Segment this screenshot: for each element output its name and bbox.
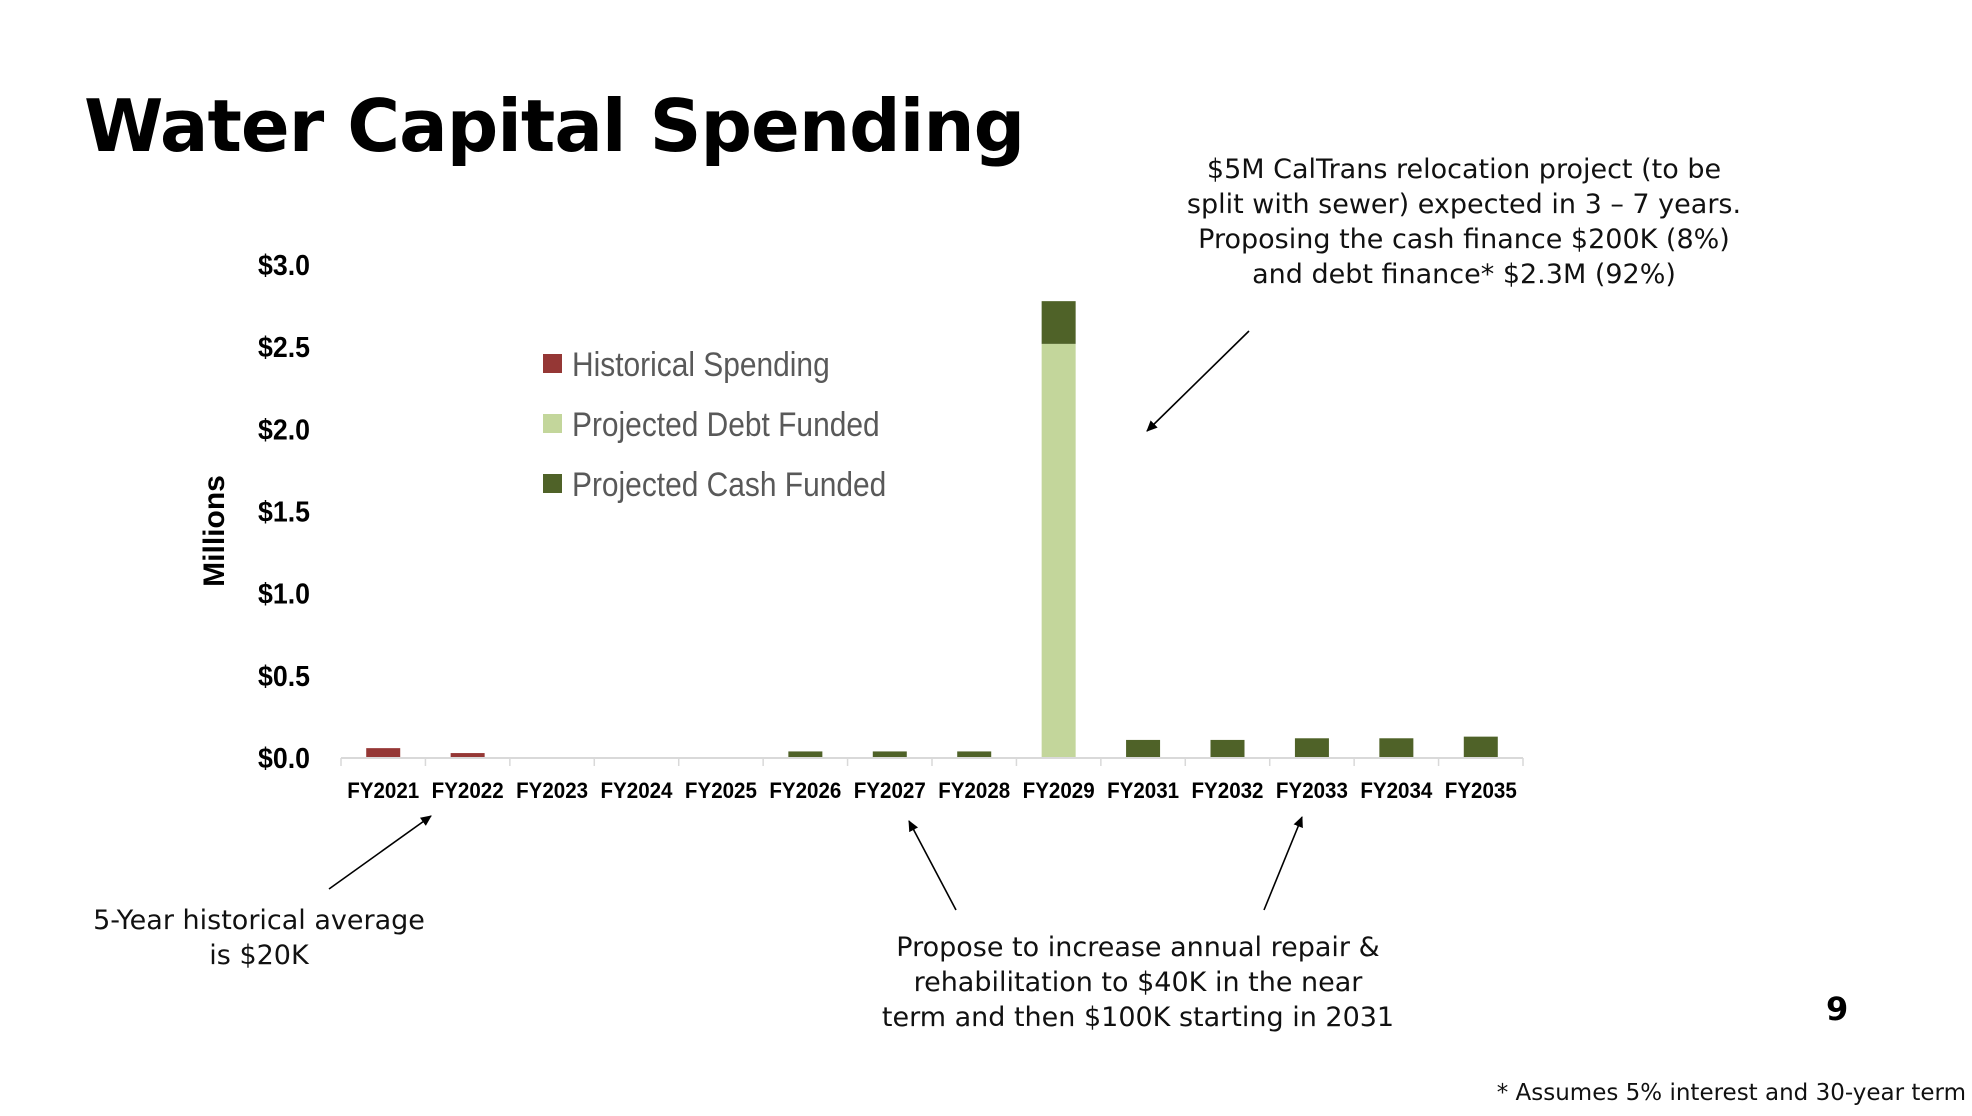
x-tick-label: FY2031 (1107, 778, 1179, 803)
x-tick-label: FY2027 (854, 778, 926, 803)
x-tick-label: FY2035 (1445, 778, 1517, 803)
page-title: Water Capital Spending (84, 84, 1025, 168)
bar-FY2021-0 (366, 748, 401, 758)
bar-FY2022-0 (450, 753, 485, 758)
page-number: 9 (1826, 990, 1849, 1028)
y-tick-label: $1.0 (258, 579, 310, 611)
bar-FY2032-2 (1210, 739, 1245, 758)
x-tick-label: FY2024 (601, 778, 674, 803)
legend-label: Projected Debt Funded (572, 405, 880, 443)
x-tick-label: FY2029 (1023, 778, 1095, 803)
y-axis-label: Millions (198, 475, 231, 587)
legend-label: Historical Spending (572, 345, 830, 383)
bar-FY2026-2 (788, 751, 823, 758)
annotation-repair: Propose to increase annual repair & reha… (838, 930, 1438, 1035)
x-tick-label: FY2026 (769, 778, 841, 803)
y-tick-label: $2.0 (258, 414, 310, 446)
legend-swatch (543, 354, 562, 373)
bar-FY2033-2 (1294, 738, 1329, 758)
y-tick-label: $0.0 (258, 743, 310, 775)
x-tick-label: FY2025 (685, 778, 757, 803)
x-tick-label: FY2034 (1360, 778, 1433, 803)
y-tick-label: $3.0 (258, 250, 310, 282)
x-tick-label: FY2033 (1276, 778, 1348, 803)
annotation-line: 5-Year historical average (93, 905, 425, 936)
x-tick-label: FY2023 (516, 778, 588, 803)
annotation-caltrans: $5M CalTrans relocation project (to be s… (1164, 152, 1764, 292)
legend-swatch (543, 474, 562, 493)
arrow-repair-fy2027 (908, 820, 957, 911)
annotation-line: term and then $100K starting in 2031 (881, 1002, 1395, 1033)
bar-FY2028-2 (957, 751, 992, 758)
annotation-line: is $20K (209, 940, 309, 971)
arrow-historical (328, 815, 432, 890)
annotation-historical: 5-Year historical average is $20K (59, 903, 459, 973)
x-tick-label: FY2032 (1192, 778, 1264, 803)
legend-label: Projected Cash Funded (572, 465, 886, 503)
arrow-caltrans (1146, 330, 1250, 432)
annotation-line: split with sewer) expected in 3 – 7 year… (1186, 189, 1742, 220)
annotation-line: and debt finance* $2.3M (92%) (1252, 259, 1676, 290)
x-tick-label: FY2022 (432, 778, 504, 803)
annotation-line: rehabilitation to $40K in the near (913, 967, 1363, 998)
annotation-line: $5M CalTrans relocation project (to be (1206, 154, 1722, 185)
legend-swatch (543, 414, 562, 433)
bar-FY2031-2 (1126, 739, 1161, 758)
bar-FY2027-2 (872, 751, 907, 758)
annotation-line: Proposing the cash finance $200K (8%) (1198, 224, 1730, 255)
x-tick-label: FY2028 (938, 778, 1010, 803)
annotation-line: Propose to increase annual repair & (896, 932, 1380, 963)
x-tick-label: FY2021 (347, 778, 419, 803)
arrow-repair-fy2033 (1263, 816, 1303, 911)
y-tick-label: $0.5 (258, 661, 310, 693)
y-tick-label: $2.5 (258, 332, 310, 364)
bar-FY2035-2 (1463, 736, 1498, 758)
bar-FY2029-1 (1041, 343, 1076, 758)
bar-FY2034-2 (1379, 738, 1414, 758)
bar-FY2029-2 (1041, 301, 1076, 344)
footnote: * Assumes 5% interest and 30-year term (1496, 1080, 1966, 1106)
y-tick-label: $1.5 (258, 497, 310, 529)
